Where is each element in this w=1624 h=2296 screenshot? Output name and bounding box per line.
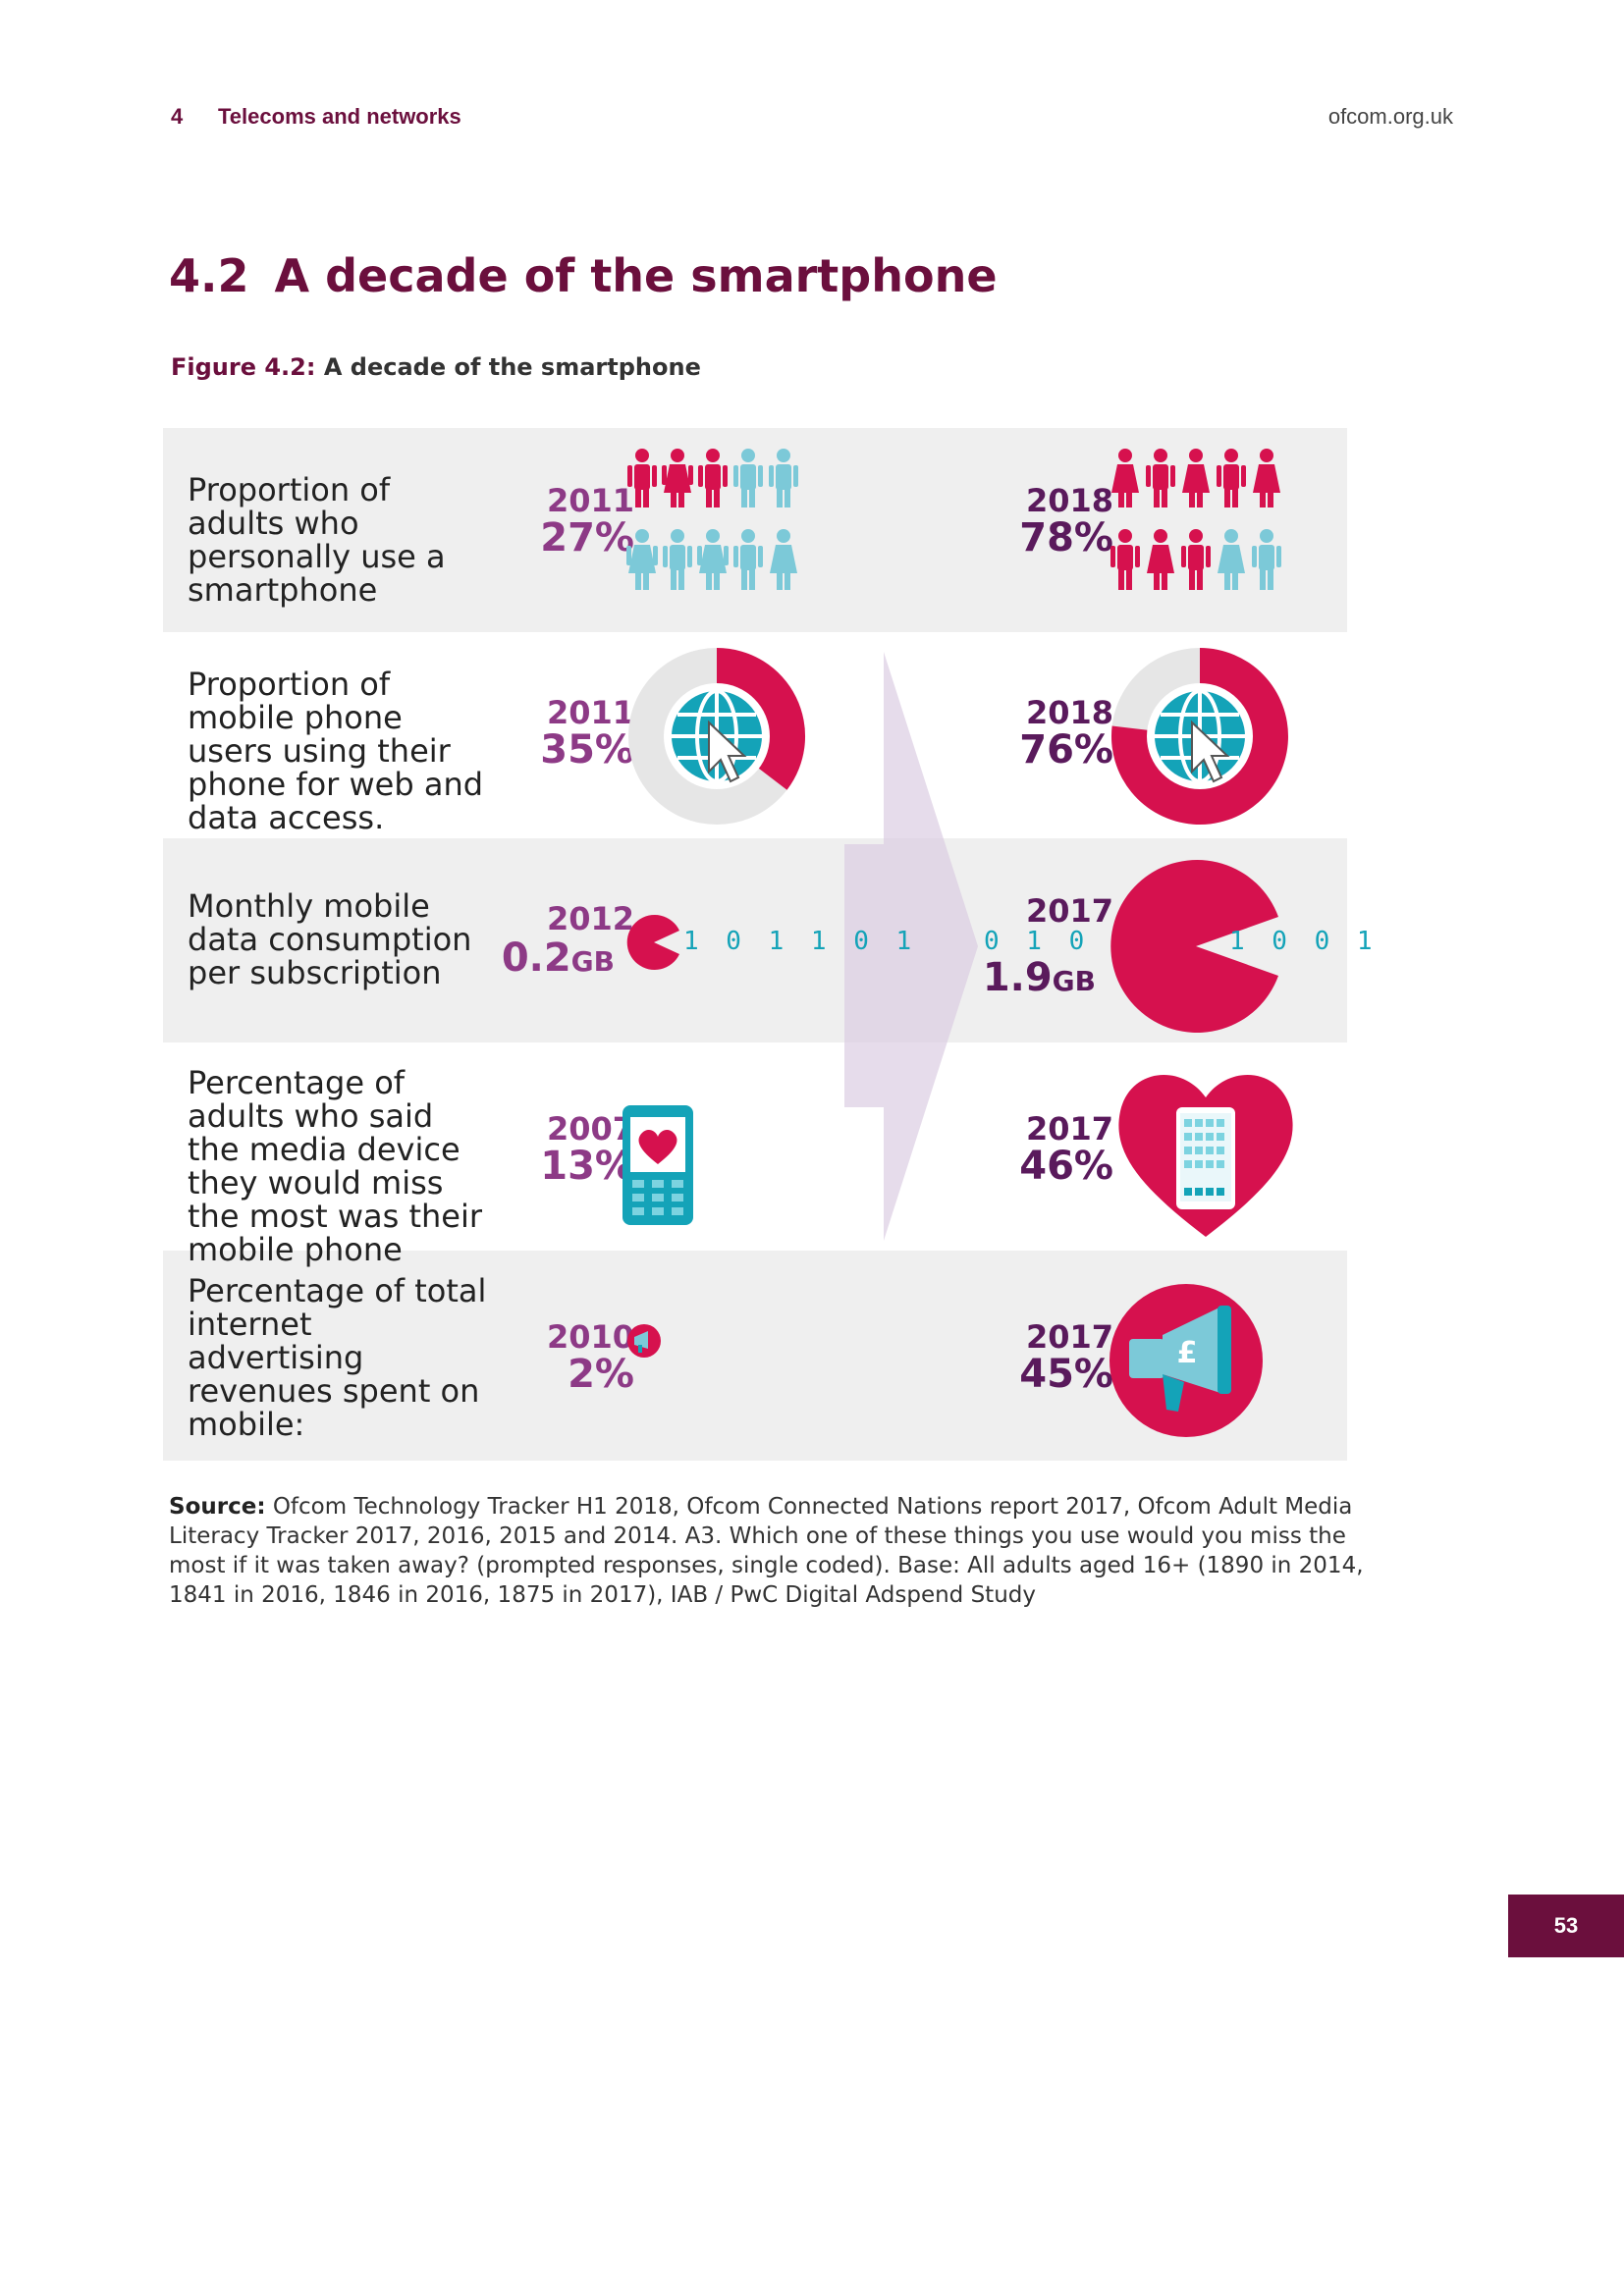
data-bits: 1 0 1 1 0 1 (683, 927, 918, 956)
year-to: 2018 (1025, 694, 1113, 731)
year-to: 2017 (1025, 892, 1113, 930)
figure-title: A decade of the smartphone (323, 353, 701, 381)
pound-glyph: £ (1177, 1336, 1198, 1370)
row-label: Monthly mobile data consumption per subs… (188, 887, 472, 991)
value-to: 78% (1019, 515, 1113, 561)
year-from: 2011 (546, 694, 634, 731)
globe-cursor-icon (1110, 648, 1288, 825)
row-label: Proportion of adults who personally use … (188, 471, 446, 609)
megaphone-pound-icon (627, 1324, 661, 1358)
pacman-data-icon (1110, 860, 1278, 1033)
value-to: 45% (1019, 1352, 1113, 1397)
row-label: Percentage of total internet advertising… (188, 1272, 487, 1443)
row-label: Percentage of adults who said the media … (188, 1064, 483, 1268)
value-number: 0.2 (501, 935, 571, 981)
value-from: 2% (568, 1352, 634, 1397)
value-from: 27% (540, 515, 634, 561)
year-from: 2007 (546, 1110, 634, 1148)
value-number: 1.9 (982, 955, 1053, 1000)
year-from: 2012 (546, 900, 634, 937)
source-label: Source: (169, 1494, 266, 1520)
source-text: Ofcom Technology Tracker H1 2018, Ofcom … (169, 1494, 1364, 1608)
header-chapter-title: Telecoms and networks (218, 104, 461, 129)
value-from: 35% (540, 727, 634, 773)
value-unit: GB (1052, 965, 1096, 997)
phone-heart-icon (623, 1105, 693, 1225)
pacman-data-icon (626, 915, 679, 970)
data-bits: 1 0 0 1 (1229, 927, 1379, 956)
people-icon (626, 449, 798, 590)
transition-arrow (844, 652, 978, 1241)
phone-heart-icon (1118, 1075, 1293, 1237)
infographic: Proportion of adults who personally use … (163, 428, 1373, 1461)
year-from: 2010 (546, 1318, 634, 1356)
megaphone-pound-icon: £ (1110, 1284, 1263, 1437)
source-note: Source: Ofcom Technology Tracker H1 2018… (169, 1492, 1386, 1610)
page-title: 4.2 A decade of the smartphone (169, 249, 998, 302)
value-from: 13% (540, 1144, 634, 1189)
figure-caption: Figure 4.2: A decade of the smartphone (171, 353, 701, 381)
section-number: 4.2 (169, 249, 249, 302)
value-unit: GB (570, 945, 615, 978)
value-from: 0.2GB (458, 936, 615, 984)
value-to: 46% (1019, 1144, 1113, 1189)
year-to: 2017 (1025, 1318, 1113, 1356)
year-to: 2018 (1025, 482, 1113, 519)
figure-label: Figure 4.2: (171, 353, 316, 381)
page-number: 53 (1508, 1895, 1624, 1957)
globe-cursor-icon (628, 648, 806, 825)
year-to: 2017 (1025, 1110, 1113, 1148)
value-to: 76% (1019, 727, 1113, 773)
row-label: Proportion of mobile phone users using t… (188, 666, 484, 836)
header-chapter-number: 4 (171, 104, 184, 129)
row-smartphone-use (163, 428, 1347, 632)
year-from: 2011 (546, 482, 634, 519)
value-to: 1.9GB (939, 956, 1096, 1003)
people-icon (1110, 449, 1281, 590)
section-title: A decade of the smartphone (274, 249, 998, 302)
header-site-link[interactable]: ofcom.org.uk (1327, 104, 1453, 129)
